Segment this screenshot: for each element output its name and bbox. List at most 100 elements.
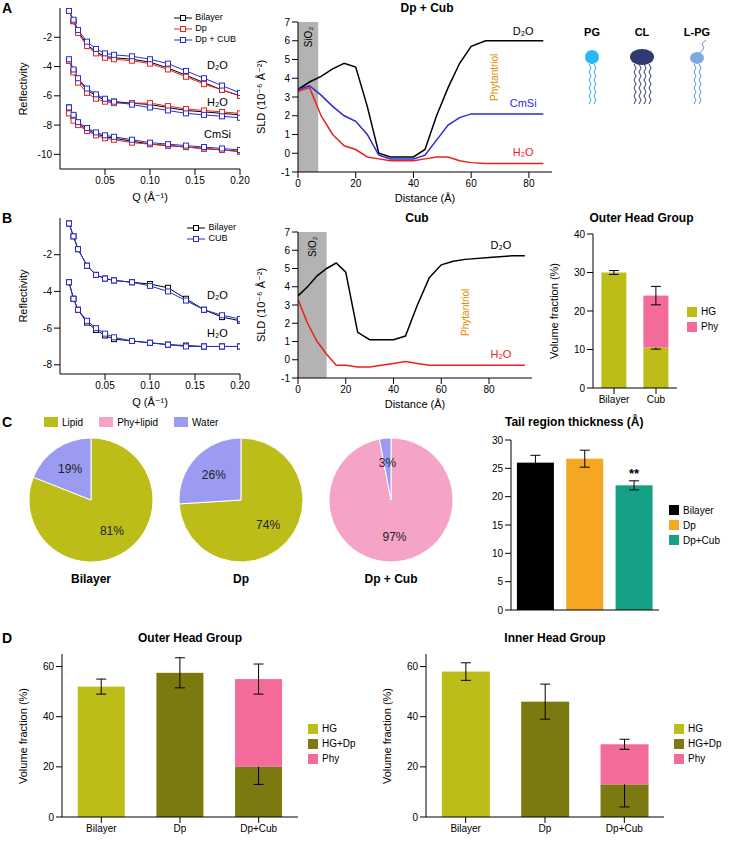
svg-text:0: 0 <box>295 178 301 189</box>
svg-text:74%: 74% <box>256 518 280 532</box>
svg-text:Distance (Å): Distance (Å) <box>385 398 446 410</box>
svg-text:D₂O: D₂O <box>513 25 534 37</box>
svg-text:30: 30 <box>492 435 504 446</box>
svg-text:60: 60 <box>436 384 448 395</box>
svg-text:Distance (Å): Distance (Å) <box>395 192 456 204</box>
svg-text:D₂O: D₂O <box>491 239 512 251</box>
svg-text:40: 40 <box>408 178 420 189</box>
svg-text:-1: -1 <box>281 373 290 384</box>
svg-text:26%: 26% <box>202 468 226 482</box>
svg-text:CmSi: CmSi <box>204 128 231 140</box>
svg-text:15: 15 <box>492 520 504 531</box>
svg-text:1: 1 <box>284 129 290 140</box>
svg-text:3: 3 <box>284 92 290 103</box>
svg-text:Phytantriol: Phytantriol <box>489 54 500 101</box>
svg-text:0.10: 0.10 <box>140 175 160 186</box>
svg-text:H₂O: H₂O <box>207 96 228 108</box>
svg-text:0.20: 0.20 <box>230 380 250 391</box>
svg-text:40: 40 <box>43 711 55 722</box>
svg-text:10: 10 <box>574 344 586 355</box>
svg-text:20: 20 <box>350 178 362 189</box>
svg-text:-2: -2 <box>43 249 52 260</box>
svg-text:5: 5 <box>284 263 290 274</box>
svg-text:6: 6 <box>284 35 290 46</box>
svg-text:2: 2 <box>284 110 290 121</box>
svg-text:0.10: 0.10 <box>140 380 160 391</box>
svg-text:30: 30 <box>574 267 586 278</box>
svg-text:CL: CL <box>635 26 650 38</box>
svg-text:0: 0 <box>284 148 290 159</box>
svg-text:0.15: 0.15 <box>185 175 205 186</box>
svg-text:H₂O: H₂O <box>207 327 228 339</box>
svg-text:7: 7 <box>284 17 290 28</box>
svg-text:Q (Å⁻¹): Q (Å⁻¹) <box>132 191 168 203</box>
svg-text:97%: 97% <box>382 530 406 544</box>
svg-text:SiO₂: SiO₂ <box>303 27 314 48</box>
svg-text:Bilayer: Bilayer <box>450 823 481 834</box>
svg-text:0.05: 0.05 <box>95 380 115 391</box>
svg-text:Bilayer: Bilayer <box>86 823 117 834</box>
svg-text:20: 20 <box>574 306 586 317</box>
svg-text:40: 40 <box>574 229 586 240</box>
svg-text:2: 2 <box>284 318 290 329</box>
svg-text:Dp: Dp <box>174 823 187 834</box>
svg-text:0: 0 <box>412 812 418 823</box>
svg-text:-6: -6 <box>43 90 52 101</box>
svg-text:H₂O: H₂O <box>513 146 534 158</box>
svg-text:D₂O: D₂O <box>207 59 228 71</box>
svg-text:0.20: 0.20 <box>230 175 250 186</box>
svg-text:Dp: Dp <box>539 823 552 834</box>
svg-text:60: 60 <box>43 661 55 672</box>
svg-text:D₂O: D₂O <box>207 289 228 301</box>
svg-text:PG: PG <box>584 26 600 38</box>
svg-text:60: 60 <box>466 178 478 189</box>
svg-text:25: 25 <box>492 463 504 474</box>
svg-text:0: 0 <box>579 383 585 394</box>
svg-text:Dp+Cub: Dp+Cub <box>240 823 277 834</box>
svg-text:60: 60 <box>407 661 419 672</box>
svg-text:6: 6 <box>284 245 290 256</box>
svg-text:0: 0 <box>284 354 290 365</box>
svg-text:0: 0 <box>497 605 503 616</box>
svg-text:0.15: 0.15 <box>185 380 205 391</box>
svg-text:20: 20 <box>492 491 504 502</box>
svg-text:4: 4 <box>284 281 290 292</box>
svg-text:Cub: Cub <box>647 394 666 405</box>
svg-text:80: 80 <box>483 384 495 395</box>
svg-text:-4: -4 <box>43 286 52 297</box>
svg-text:-6: -6 <box>43 323 52 334</box>
svg-text:0.05: 0.05 <box>95 175 115 186</box>
svg-text:L-PG: L-PG <box>684 26 710 38</box>
svg-text:20: 20 <box>407 761 419 772</box>
svg-text:H₂O: H₂O <box>491 348 512 360</box>
svg-text:10: 10 <box>492 548 504 559</box>
svg-text:40: 40 <box>388 384 400 395</box>
svg-text:**: ** <box>629 466 640 481</box>
svg-text:Dp+Cub: Dp+Cub <box>606 823 643 834</box>
svg-text:-8: -8 <box>43 120 52 131</box>
svg-text:-2: -2 <box>43 32 52 43</box>
svg-text:-10: -10 <box>38 149 53 160</box>
svg-text:20: 20 <box>43 761 55 772</box>
svg-text:Bilayer: Bilayer <box>599 394 630 405</box>
svg-text:81%: 81% <box>100 524 124 538</box>
svg-text:Q (Å⁻¹): Q (Å⁻¹) <box>132 396 168 408</box>
svg-text:20: 20 <box>340 384 352 395</box>
svg-text:5: 5 <box>497 576 503 587</box>
svg-text:3%: 3% <box>379 456 397 470</box>
svg-text:Phytantriol: Phytantriol <box>460 289 471 336</box>
svg-text:80: 80 <box>523 178 535 189</box>
svg-text:19%: 19% <box>58 462 82 476</box>
svg-text:-8: -8 <box>43 359 52 370</box>
svg-text:3: 3 <box>284 300 290 311</box>
svg-text:0: 0 <box>48 812 54 823</box>
svg-text:1: 1 <box>284 336 290 347</box>
svg-text:40: 40 <box>407 711 419 722</box>
svg-text:SiO₂: SiO₂ <box>307 236 318 257</box>
svg-text:4: 4 <box>284 73 290 84</box>
svg-text:0: 0 <box>295 384 301 395</box>
svg-text:CmSi: CmSi <box>510 97 537 109</box>
svg-text:5: 5 <box>284 54 290 65</box>
svg-text:-4: -4 <box>43 61 52 72</box>
svg-text:-1: -1 <box>281 167 290 178</box>
